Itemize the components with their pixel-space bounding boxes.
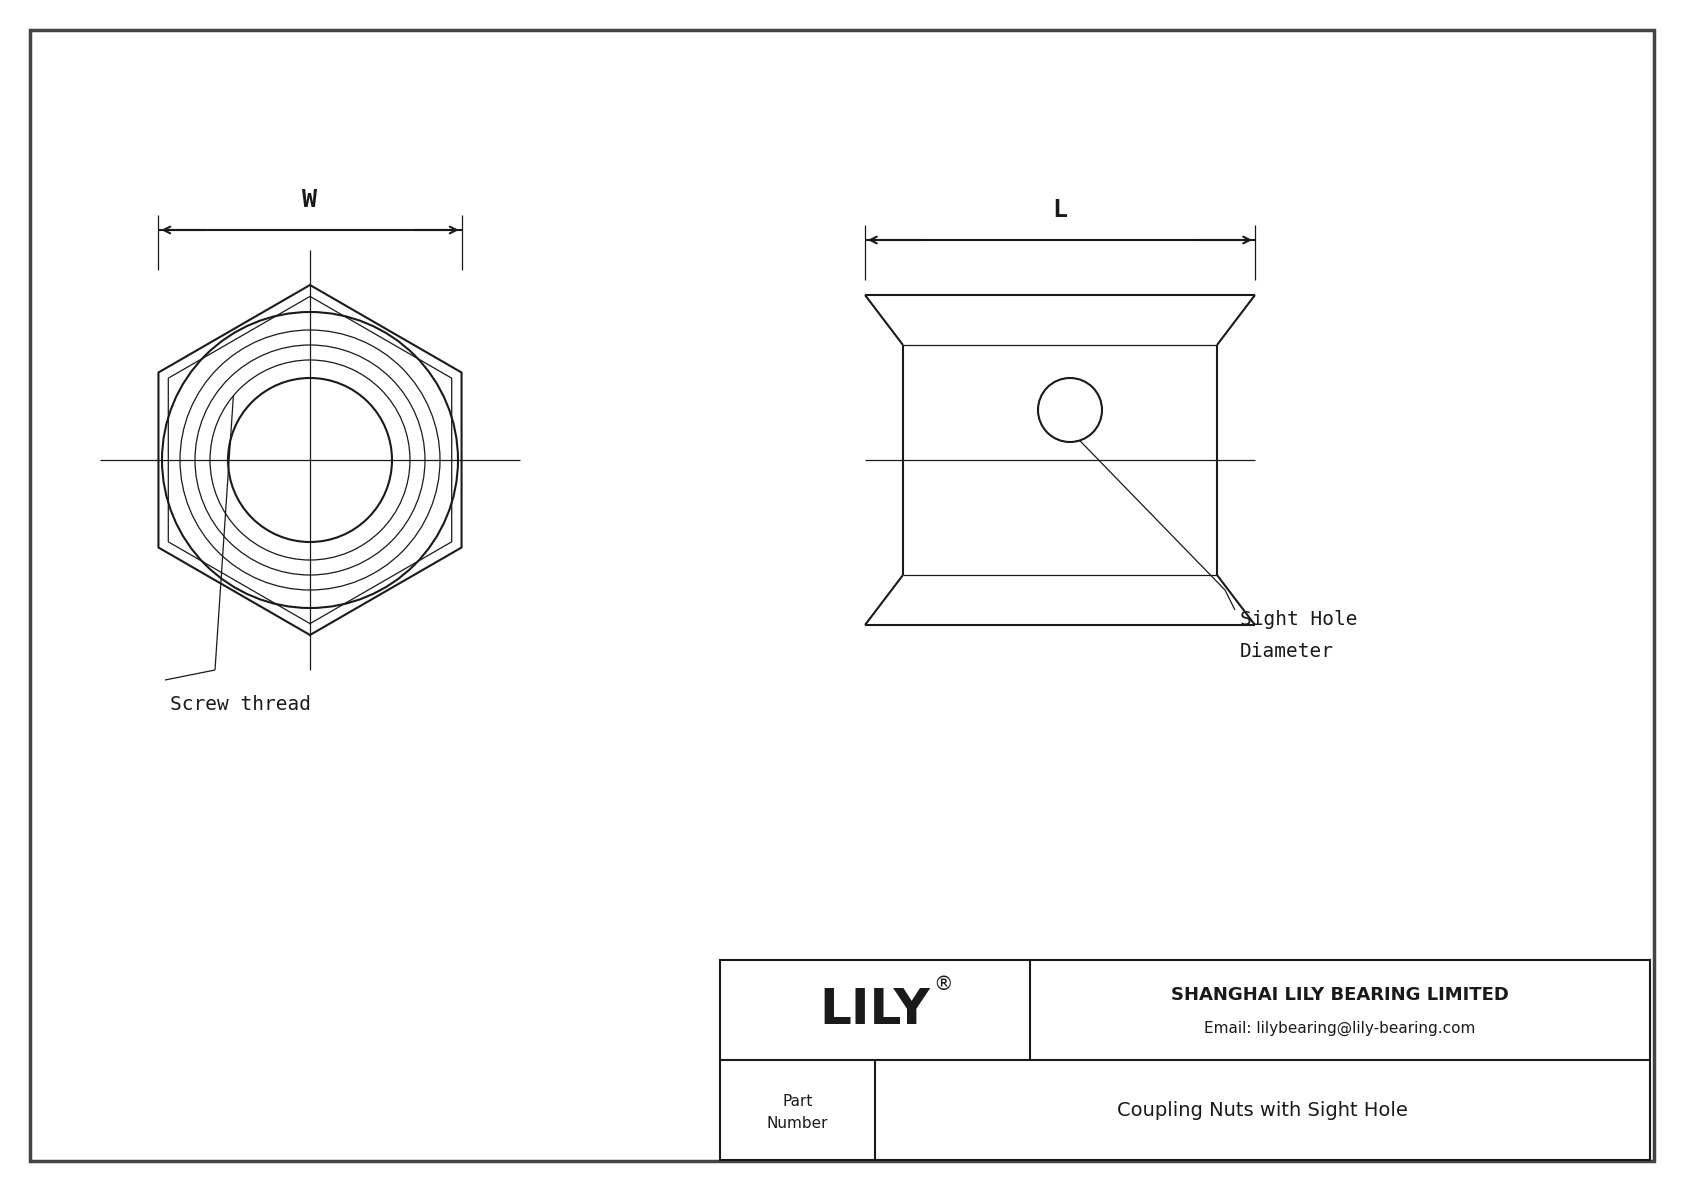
Text: Number: Number (766, 1116, 829, 1131)
Text: Part: Part (783, 1095, 813, 1110)
Text: Sight Hole: Sight Hole (1239, 610, 1357, 629)
Bar (721, 960, 1650, 1160)
Text: W: W (303, 188, 318, 212)
Text: LILY: LILY (820, 986, 930, 1034)
Text: ®: ® (933, 975, 953, 994)
Text: Screw thread: Screw thread (170, 696, 312, 713)
Text: SHANGHAI LILY BEARING LIMITED: SHANGHAI LILY BEARING LIMITED (1170, 986, 1509, 1004)
Text: L: L (1052, 198, 1068, 222)
Text: Diameter: Diameter (1239, 642, 1334, 661)
Text: Coupling Nuts with Sight Hole: Coupling Nuts with Sight Hole (1116, 1100, 1408, 1120)
Text: Email: lilybearing@lily-bearing.com: Email: lilybearing@lily-bearing.com (1204, 1021, 1475, 1036)
